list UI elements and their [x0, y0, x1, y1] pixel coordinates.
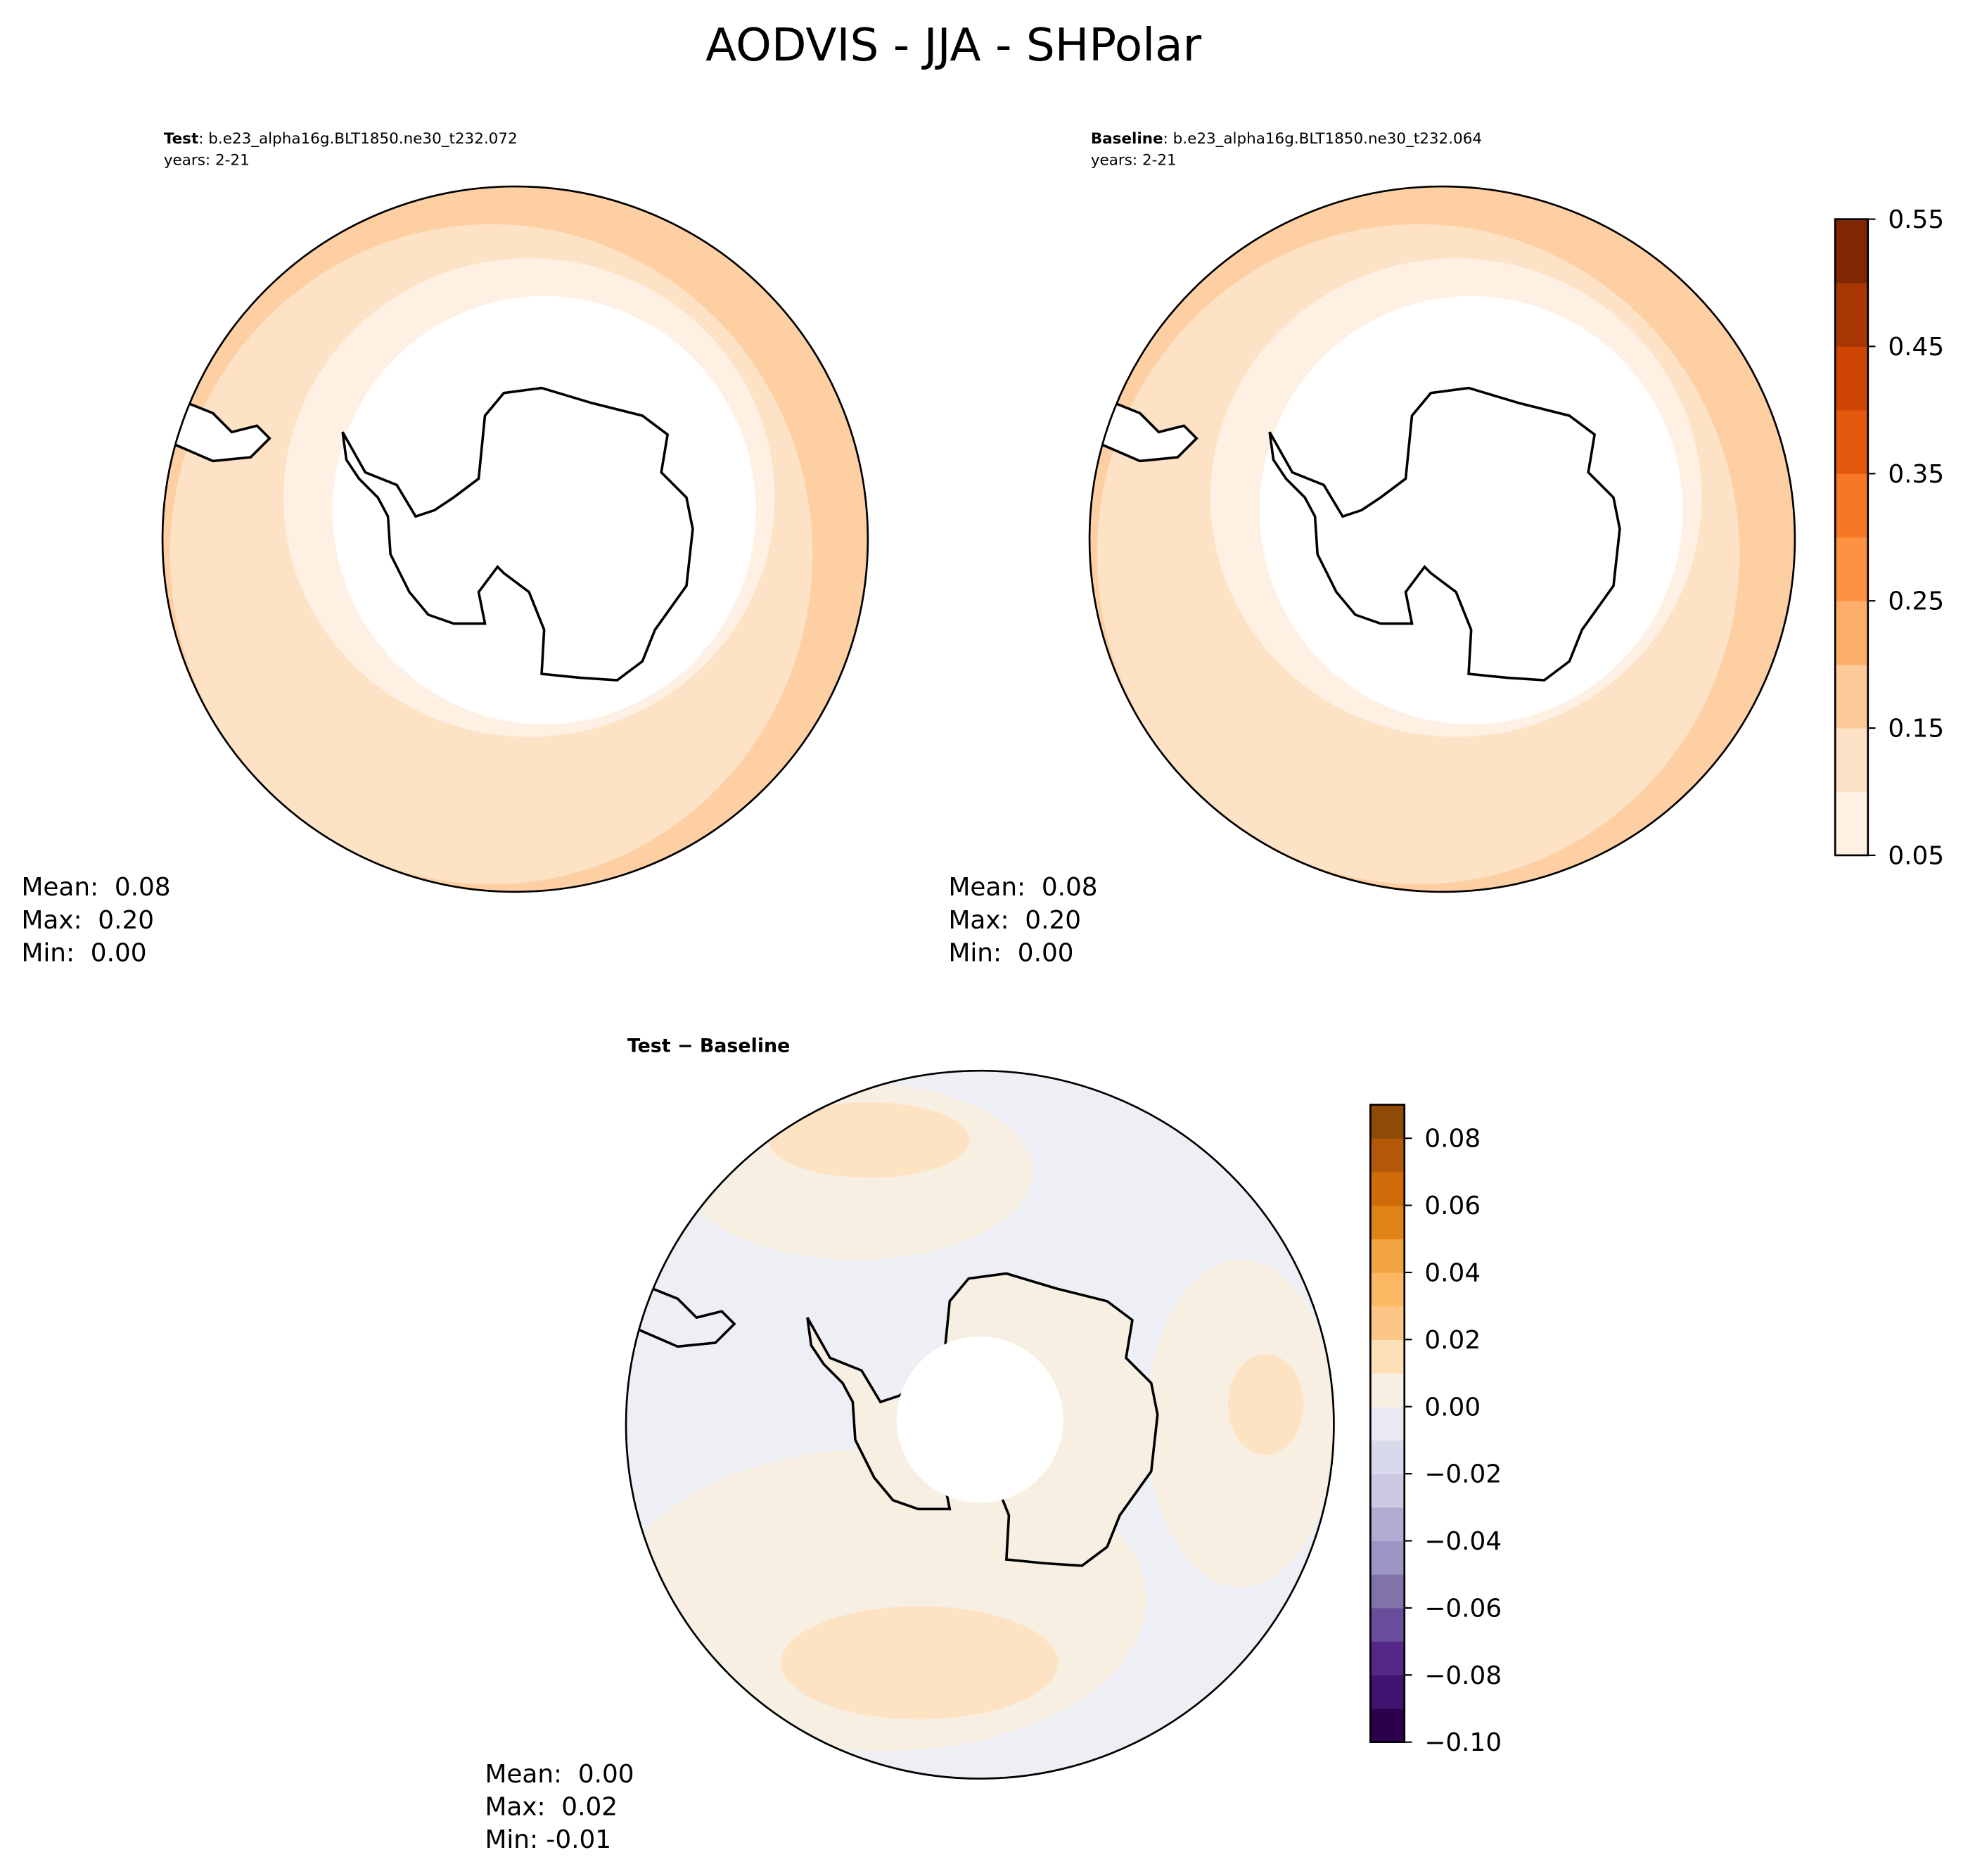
colorbar-swatch: [1835, 791, 1868, 856]
colorbar-swatch: [1370, 1675, 1405, 1709]
stat-line: Mean: 0.08: [21, 873, 170, 902]
colorbar-swatch: [1370, 1607, 1405, 1642]
colorbar-swatch: [1370, 1708, 1405, 1743]
colorbar-tick-label: 0.35: [1888, 460, 1944, 489]
colorbar-swatch: [1835, 409, 1868, 474]
colorbar-swatch: [1370, 1440, 1405, 1474]
colorbar-frame: [1369, 1104, 1406, 1743]
colorbar-tick-label: 0.25: [1888, 587, 1944, 616]
colorbar-swatch: [1370, 1272, 1405, 1307]
colorbar-swatch: [1370, 1540, 1405, 1575]
colorbar-tick-label: 0.45: [1888, 333, 1944, 362]
colorbar-swatch: [1370, 1104, 1405, 1139]
colorbar-swatch: [1370, 1138, 1405, 1173]
panel-title: Test − Baseline: [627, 1035, 791, 1057]
stat-line: Min: -0.01: [485, 1825, 611, 1854]
map-border: [1088, 185, 1796, 893]
colorbar-swatch: [1835, 346, 1868, 411]
colorbar-swatch: [1835, 728, 1868, 793]
colorbar-swatch: [1370, 1574, 1405, 1609]
colorbar-tick-label: 0.04: [1424, 1259, 1481, 1288]
colorbar-swatch: [1370, 1171, 1405, 1206]
subtitle: Test: b.e23_alpha16g.BLT1850.ne30_t232.0…: [164, 130, 518, 148]
colorbar-swatch: [1835, 283, 1868, 347]
figure-title: AODVIS - JJA - SHPolar: [705, 19, 1201, 72]
colorbar-tick-label: 0.08: [1424, 1125, 1481, 1154]
subtitle-case: : b.e23_alpha16g.BLT1850.ne30_t232.072: [198, 130, 517, 148]
colorbar-swatch: [1835, 537, 1868, 601]
colorbar-tick-label: −0.02: [1424, 1460, 1502, 1489]
colorbar-tick-label: 0.05: [1888, 841, 1944, 870]
colorbar-swatch: [1370, 1474, 1405, 1508]
map-border: [161, 185, 869, 893]
colorbar-swatch: [1835, 664, 1868, 729]
colorbar-swatch: [1370, 1239, 1405, 1273]
subtitle-years: years: 2-21: [1091, 152, 1177, 170]
stat-line: Max: 0.20: [21, 906, 154, 935]
colorbar-swatch: [1370, 1306, 1405, 1340]
colorbar-swatch: [1370, 1406, 1405, 1441]
subtitle-label: Baseline: [1091, 130, 1163, 148]
subtitle: Baseline: b.e23_alpha16g.BLT1850.ne30_t2…: [1091, 130, 1482, 148]
map-difference: [626, 1071, 1334, 1779]
colorbar-frame: [1834, 218, 1869, 857]
stat-line: Max: 0.20: [948, 906, 1081, 935]
colorbar-swatch: [1835, 473, 1868, 538]
stat-line: Min: 0.00: [21, 938, 146, 967]
subtitle-label: Test: [164, 130, 198, 148]
stat-line: Mean: 0.08: [948, 873, 1097, 902]
colorbar-swatch: [1835, 219, 1868, 283]
colorbar-tick-label: −0.08: [1424, 1661, 1502, 1690]
subtitle-years: years: 2-21: [164, 152, 250, 170]
map-test: [162, 186, 868, 892]
colorbar-swatch: [1370, 1641, 1405, 1676]
colorbar-swatch: [1370, 1339, 1405, 1374]
map-border: [625, 1069, 1335, 1780]
stat-line: Mean: 0.00: [485, 1760, 634, 1789]
subtitle-case: : b.e23_alpha16g.BLT1850.ne30_t232.064: [1163, 130, 1482, 148]
colorbar-tick-label: −0.04: [1424, 1527, 1502, 1556]
colorbar-swatch: [1370, 1205, 1405, 1239]
colorbar-tick-label: 0.02: [1424, 1326, 1481, 1355]
colorbar-tick-label: 0.55: [1888, 205, 1944, 234]
colorbar-tick-label: 0.06: [1424, 1192, 1481, 1220]
stat-line: Min: 0.00: [948, 938, 1073, 967]
map-baseline: [1089, 186, 1795, 892]
colorbar-swatch: [1370, 1507, 1405, 1542]
stat-line: Max: 0.02: [485, 1793, 618, 1822]
colorbar-swatch: [1370, 1373, 1405, 1408]
colorbar-tick-label: 0.00: [1424, 1393, 1481, 1422]
colorbar-swatch: [1835, 601, 1868, 665]
colorbar-tick-label: −0.06: [1424, 1594, 1502, 1623]
colorbar-tick-label: 0.15: [1888, 715, 1944, 744]
colorbar-tick-label: −0.10: [1424, 1728, 1502, 1757]
